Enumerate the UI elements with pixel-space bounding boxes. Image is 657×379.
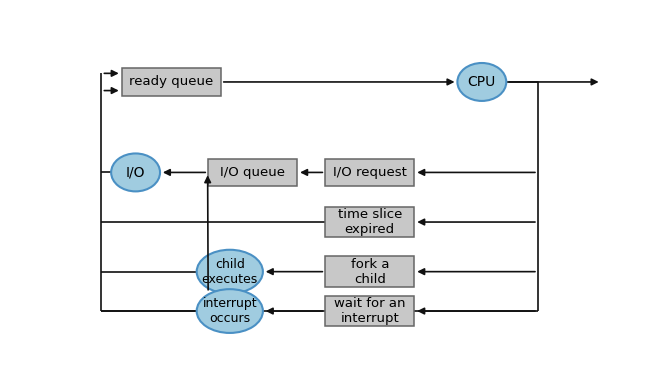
Ellipse shape — [196, 289, 263, 333]
Ellipse shape — [111, 153, 160, 191]
Text: child
executes: child executes — [202, 258, 258, 286]
FancyBboxPatch shape — [208, 159, 297, 186]
Text: I/O: I/O — [126, 165, 145, 179]
FancyBboxPatch shape — [325, 207, 415, 237]
Text: I/O queue: I/O queue — [220, 166, 285, 179]
Ellipse shape — [196, 250, 263, 293]
Ellipse shape — [457, 63, 507, 101]
Text: I/O request: I/O request — [333, 166, 407, 179]
Text: time slice
expired: time slice expired — [338, 208, 402, 236]
Text: CPU: CPU — [468, 75, 496, 89]
FancyBboxPatch shape — [325, 296, 415, 326]
Text: ready queue: ready queue — [129, 75, 214, 88]
FancyBboxPatch shape — [122, 68, 221, 96]
Text: wait for an
interrupt: wait for an interrupt — [334, 297, 405, 325]
Text: fork a
child: fork a child — [351, 258, 389, 286]
FancyBboxPatch shape — [325, 159, 415, 186]
FancyBboxPatch shape — [325, 256, 415, 287]
Text: interrupt
occurs: interrupt occurs — [202, 297, 257, 325]
